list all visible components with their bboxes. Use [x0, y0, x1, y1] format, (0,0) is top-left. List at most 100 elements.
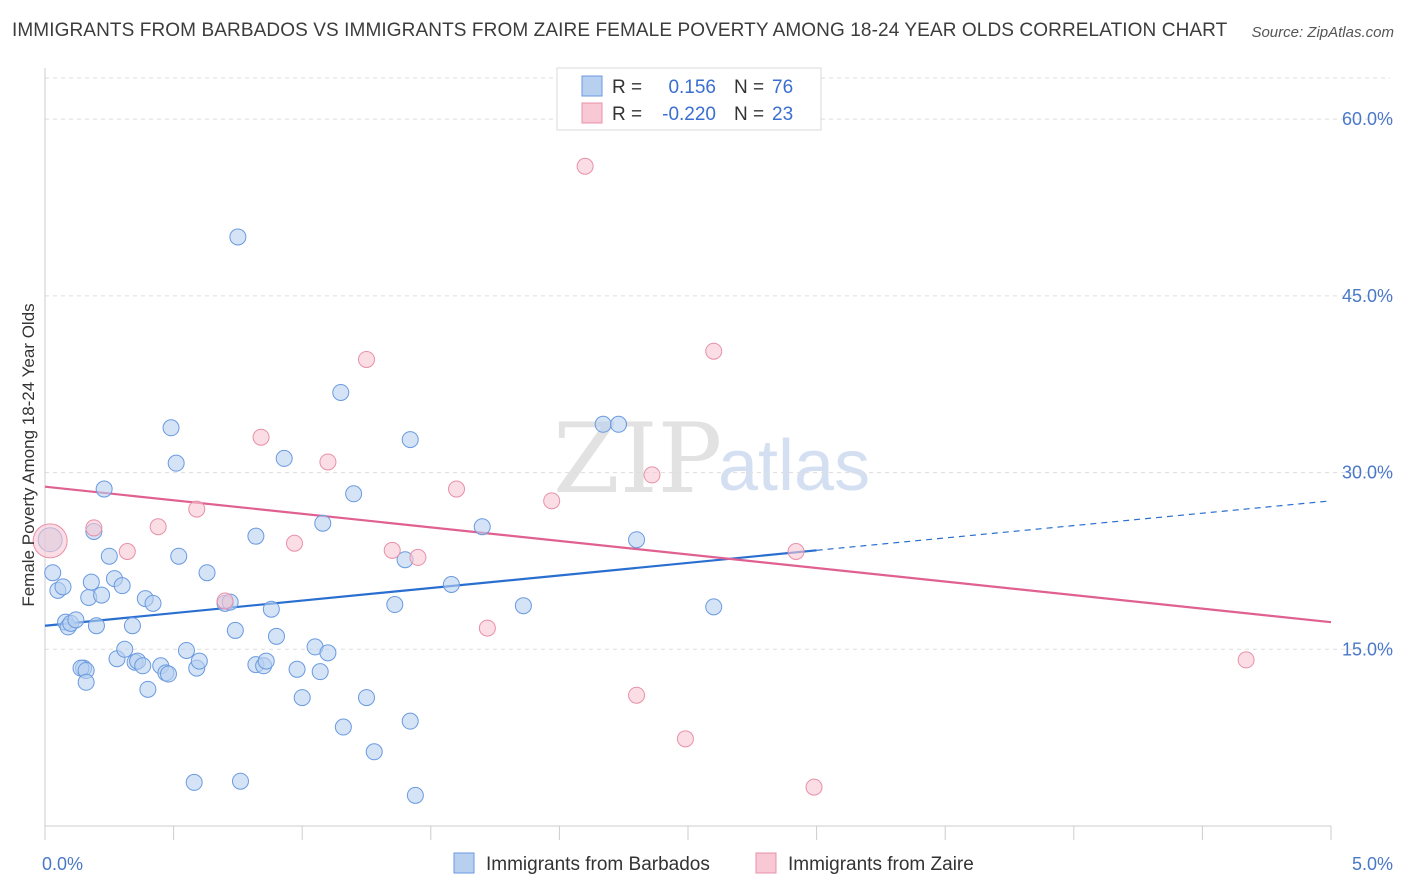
y-axis-title: Female Poverty Among 18-24 Year Olds — [19, 303, 38, 606]
data-point-blue — [54, 578, 72, 596]
data-point-blue — [314, 514, 332, 532]
data-point-blue — [247, 527, 265, 545]
data-point-blue — [262, 600, 280, 618]
series-legend-label-barbados: Immigrants from Barbados — [486, 854, 710, 875]
data-point-blue — [159, 665, 177, 683]
data-point-blue — [82, 573, 100, 591]
legend-swatch-blue — [581, 75, 603, 97]
data-point-blue — [610, 415, 628, 433]
y-tick-label: 30.0% — [1342, 463, 1393, 483]
data-points — [32, 157, 1255, 804]
data-point-pink — [1237, 651, 1255, 669]
data-point-blue — [365, 743, 383, 761]
data-point-blue — [401, 431, 419, 449]
trendlines — [44, 485, 1332, 627]
data-point-pink — [448, 480, 466, 498]
watermark-atlas: atlas — [718, 426, 870, 506]
data-point-blue — [100, 547, 118, 565]
data-point-blue — [167, 454, 185, 472]
data-point-blue — [345, 485, 363, 503]
data-point-pink — [358, 350, 375, 368]
data-point-blue — [198, 564, 216, 582]
data-point-pink — [643, 466, 661, 484]
data-point-pink — [32, 523, 68, 559]
data-point-blue — [170, 547, 188, 565]
data-point-blue — [93, 586, 111, 604]
data-point-blue — [226, 621, 244, 639]
data-point-blue — [594, 415, 612, 433]
legend-swatch-pink — [581, 102, 603, 124]
data-point-pink — [628, 686, 646, 704]
trendline-blue — [44, 549, 817, 627]
data-point-blue — [628, 531, 646, 549]
data-point-blue — [185, 773, 203, 791]
data-point-pink — [705, 342, 723, 360]
y-tick-label: 45.0% — [1342, 286, 1393, 306]
y-tick-labels: 15.0% 30.0% 45.0% 60.0% — [1342, 109, 1393, 659]
data-point-pink — [576, 157, 594, 175]
data-point-pink — [188, 500, 206, 518]
data-point-blue — [358, 689, 375, 707]
data-point-blue — [332, 383, 350, 401]
data-point-blue — [288, 660, 306, 678]
data-point-pink — [676, 730, 694, 748]
data-point-pink — [319, 453, 337, 471]
data-point-blue — [406, 786, 424, 804]
data-point-blue — [386, 596, 404, 614]
data-point-blue — [144, 594, 162, 612]
chart-title: IMMIGRANTS FROM BARBADOS VS IMMIGRANTS F… — [12, 20, 1228, 41]
series-legend-swatch-zaire — [755, 852, 777, 874]
trendline-pink — [44, 485, 1332, 624]
data-point-blue — [139, 680, 157, 698]
data-point-blue — [190, 652, 208, 670]
legend-n-value-pink: 23 — [772, 104, 793, 125]
data-point-blue — [257, 652, 275, 670]
data-point-pink — [478, 619, 496, 637]
data-point-pink — [787, 542, 805, 560]
data-point-pink — [118, 542, 136, 560]
legend-r-value-blue: 0.156 — [668, 77, 716, 98]
axes — [44, 68, 1332, 840]
data-point-pink — [805, 778, 823, 796]
source-credit: Source: ZipAtlas.com — [1251, 24, 1394, 41]
y-tick-label: 60.0% — [1342, 109, 1393, 129]
legend-n-label-blue: N = — [734, 77, 764, 98]
legend-r-label-pink: R = — [612, 104, 642, 125]
data-point-blue — [334, 718, 352, 736]
data-point-blue — [275, 449, 293, 467]
data-point-blue — [293, 689, 311, 707]
data-point-pink — [543, 492, 561, 510]
data-point-blue — [116, 640, 134, 658]
data-point-pink — [252, 428, 270, 446]
data-point-blue — [514, 597, 532, 615]
series-legend: Immigrants from Barbados Immigrants from… — [453, 852, 974, 875]
data-point-blue — [123, 617, 141, 635]
data-point-blue — [95, 480, 113, 498]
data-point-blue — [319, 644, 337, 662]
data-point-blue — [311, 663, 329, 681]
data-point-blue — [705, 598, 723, 616]
data-point-blue — [77, 673, 95, 691]
data-point-blue — [134, 657, 152, 675]
x-tick-labels: 0.0% 5.0% — [42, 854, 1393, 874]
data-point-blue — [401, 712, 419, 730]
data-point-blue — [67, 611, 85, 629]
y-tick-label: 15.0% — [1342, 639, 1393, 659]
data-point-blue — [229, 228, 247, 246]
data-point-blue — [442, 575, 460, 593]
data-point-pink — [409, 548, 427, 566]
data-point-blue — [473, 518, 491, 536]
data-point-blue — [113, 577, 131, 595]
legend-r-label-blue: R = — [612, 77, 642, 98]
data-point-pink — [85, 519, 103, 537]
series-legend-swatch-barbados — [453, 852, 475, 874]
legend-r-value-pink: -0.220 — [662, 104, 716, 125]
data-point-pink — [149, 518, 167, 536]
trendline-extension-blue — [816, 500, 1332, 551]
data-point-blue — [177, 641, 195, 659]
stats-legend: R = 0.156 N = 76 R = -0.220 N = 23 — [556, 67, 822, 131]
series-legend-label-zaire: Immigrants from Zaire — [788, 854, 974, 875]
data-point-pink — [216, 592, 234, 610]
data-point-blue — [87, 617, 105, 635]
